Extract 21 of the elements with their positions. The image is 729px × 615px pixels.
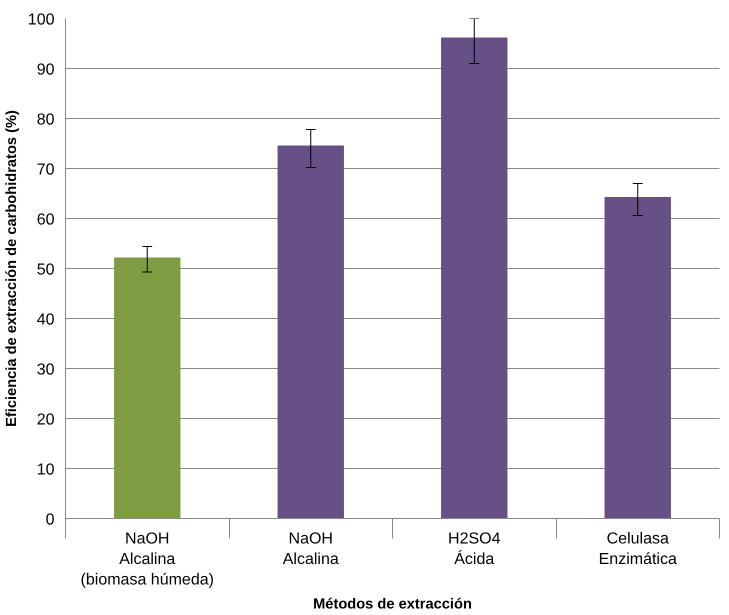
y-tick-label: 40 xyxy=(36,312,55,328)
y-tick-label: 70 xyxy=(36,162,55,178)
y-tick-label: 10 xyxy=(36,462,55,478)
y-tick-label: 80 xyxy=(36,112,55,128)
bar xyxy=(278,146,344,518)
y-tick-label: 60 xyxy=(36,212,55,228)
y-tick-label: 30 xyxy=(36,362,55,378)
bar xyxy=(441,38,508,518)
x-axis-title: Métodos de extracción xyxy=(313,596,472,612)
y-tick-label: 90 xyxy=(36,62,55,78)
x-tick-label: H2SO4 Ácida xyxy=(448,530,501,568)
x-tick-label: NaOH Alcalina xyxy=(282,530,339,568)
y-tick-label: 50 xyxy=(36,262,55,278)
y-tick-label: 100 xyxy=(28,12,55,28)
x-tick-label: NaOH Alcalina (biomasa húmeda) xyxy=(80,530,214,588)
y-tick-label: 20 xyxy=(36,412,55,428)
bar xyxy=(604,197,671,518)
y-tick-label: 0 xyxy=(46,512,55,528)
y-axis-title: Eficiencia de extracción de carbohidratos (%) xyxy=(4,110,20,427)
x-tick-label: Celulasa Enzimática xyxy=(598,530,677,568)
bar xyxy=(114,258,180,518)
